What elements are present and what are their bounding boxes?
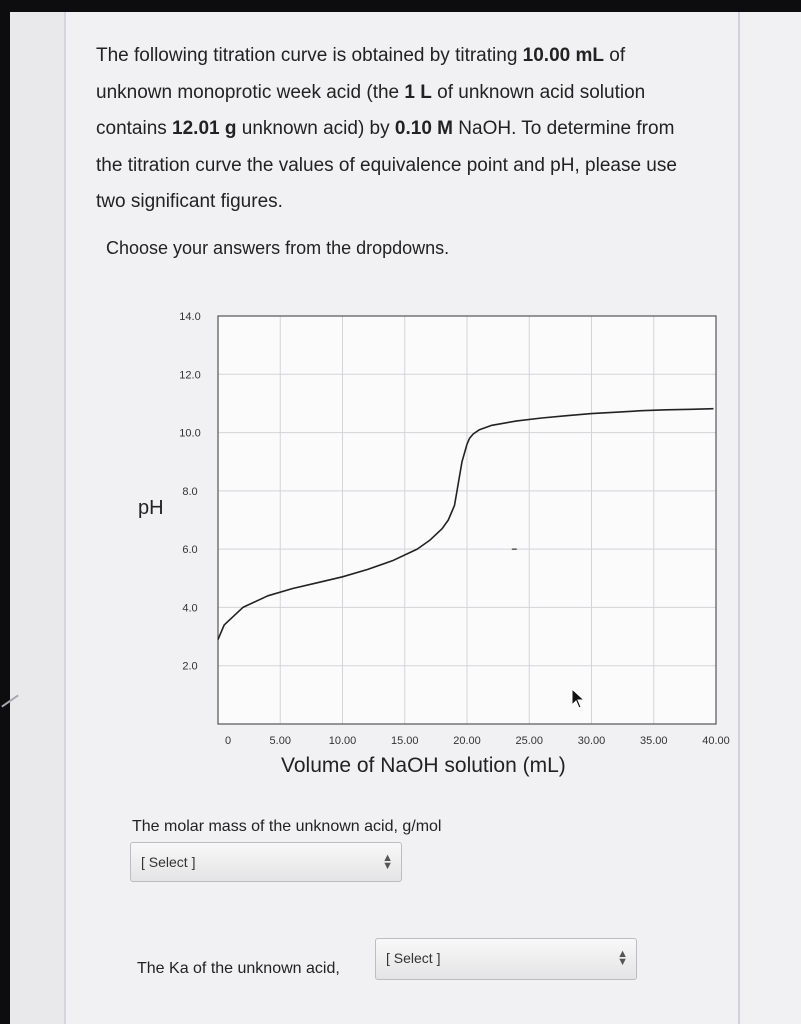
mouse-pointer-icon xyxy=(571,688,586,709)
plot-frame xyxy=(217,315,717,725)
x-tick-label: 0 xyxy=(225,735,231,747)
molar-mass-select-value: [ Select ] xyxy=(141,854,196,870)
question-text: The following titration curve is obtaine… xyxy=(96,38,786,221)
question-line-1: The following titration curve is obtaine… xyxy=(96,45,626,66)
question-line-5: two significant figures. xyxy=(96,191,283,212)
y-axis-label: pH xyxy=(138,497,164,519)
y-tick-label: 10.0 xyxy=(179,428,200,440)
x-tick-label: 40.00 xyxy=(702,735,730,747)
molar-mass-label: The molar mass of the unknown acid, g/mo… xyxy=(132,818,442,835)
question-line-4: the titration curve the values of equiva… xyxy=(96,154,677,176)
y-tick-label: 8.0 xyxy=(182,486,197,498)
ka-label: The Ka of the unknown acid, xyxy=(137,960,340,977)
question-line-3: contains 12.01 g unknown acid) by 0.10 M… xyxy=(96,118,675,139)
x-tick-label: 10.00 xyxy=(329,735,357,747)
titration-chart-svg: 14.0 12.0 10.0 8.0 6.0 4.0 2.0 0 5.00 10.00 15.00 2… xyxy=(138,311,730,777)
titration-curve xyxy=(217,407,714,640)
titration-chart: 14.0 12.0 10.0 8.0 6.0 4.0 2.0 0 5.00 10.00 15.00 2… xyxy=(138,311,730,777)
y-tick-label: 2.0 xyxy=(182,661,197,673)
question-line-2: unknown monoprotic week acid (the 1 L of… xyxy=(96,81,646,103)
x-tick-label: 25.00 xyxy=(515,735,543,747)
x-tick-label: 30.00 xyxy=(578,735,606,747)
x-tick-label: 20.00 xyxy=(453,735,481,747)
x-tick-label: 35.00 xyxy=(640,735,668,747)
y-tick-label: 14.0 xyxy=(179,311,200,323)
y-tick-label: 4.0 xyxy=(182,602,197,614)
x-tick-label: 5.00 xyxy=(270,735,291,747)
x-axis-label: Volume of NaOH solution (mL) xyxy=(281,754,566,777)
right-divider xyxy=(738,12,740,1024)
select-arrows-icon: ▲ ▼ xyxy=(382,852,393,872)
left-divider xyxy=(64,12,66,1024)
y-tick-label: 6.0 xyxy=(182,544,197,556)
left-rail xyxy=(10,12,65,1024)
select-arrows-icon: ▲ ▼ xyxy=(617,948,628,968)
ka-select-value: [ Select ] xyxy=(386,950,441,966)
molar-mass-select[interactable]: [ Select ] ▲ ▼ xyxy=(130,842,402,882)
ka-select[interactable]: [ Select ] ▲ ▼ xyxy=(375,938,637,980)
x-tick-label: 15.00 xyxy=(391,735,419,747)
y-tick-label: 12.0 xyxy=(179,369,200,381)
dropdown-instruction: Choose your answers from the dropdowns. xyxy=(106,238,450,258)
